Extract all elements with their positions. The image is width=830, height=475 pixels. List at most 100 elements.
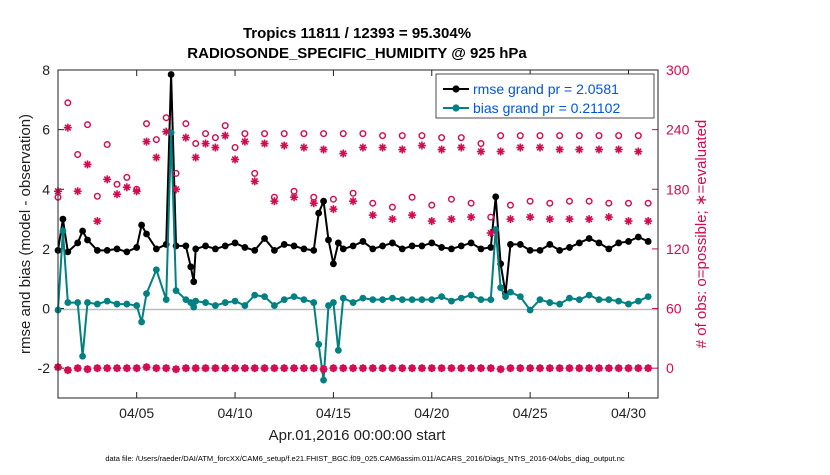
legend-box	[435, 73, 655, 119]
obs_lower_row-point	[604, 364, 613, 373]
y-right-tick-label: 240	[666, 122, 690, 138]
obs_lower_row-point	[545, 364, 554, 373]
y-left-tick-label: 8	[42, 62, 50, 78]
obs_evaluated-point	[585, 215, 594, 224]
obs_possible-point	[398, 132, 406, 140]
rmse-point	[325, 236, 332, 244]
obs_possible-point	[162, 114, 170, 122]
bias-point	[270, 302, 278, 309]
obs_lower_row-point	[221, 364, 230, 373]
obs_lower_row-point	[644, 364, 653, 373]
rmse-point	[290, 242, 298, 250]
bias-point	[143, 290, 150, 298]
rmse-point	[152, 245, 160, 253]
rmse-point	[241, 244, 249, 251]
bias-point	[84, 299, 91, 306]
obs_possible-point	[615, 132, 623, 140]
obs_evaluated-point	[476, 147, 485, 156]
rmse-point	[123, 248, 131, 256]
obs_evaluated-point	[103, 175, 112, 184]
y-left-tick-label: -2	[38, 360, 51, 376]
obs_evaluated-point	[417, 141, 426, 150]
obs_evaluated-point	[575, 145, 584, 154]
obs_lower_row-point	[506, 364, 515, 373]
bias-point	[398, 296, 406, 303]
rmse-point	[93, 247, 101, 254]
obs_lower_row-point	[152, 364, 161, 373]
rmse-point	[379, 242, 386, 250]
bias-point	[221, 299, 229, 306]
obs_possible-point	[231, 144, 239, 152]
bias-point	[59, 227, 67, 235]
rmse-point	[566, 244, 573, 251]
bias-point	[418, 296, 426, 303]
rmse-point	[84, 236, 91, 244]
obs_lower_row-point	[260, 364, 269, 373]
obs_evaluated-point	[486, 229, 495, 238]
obs_evaluated-point	[260, 139, 269, 148]
rmse-point	[448, 245, 455, 253]
obs_evaluated-point	[427, 217, 436, 226]
obs_evaluated-point	[437, 145, 446, 154]
bias-point	[369, 296, 377, 303]
obs_lower_row-point	[358, 364, 367, 373]
bias-point	[300, 296, 308, 303]
rmse-point	[359, 238, 367, 245]
rmse-point	[516, 241, 524, 248]
obs_lower_row-point	[585, 364, 594, 373]
obs_possible-point	[536, 132, 544, 140]
legend-bias-label: bias grand pr = 0.21102	[473, 100, 620, 116]
obs_lower_row-point	[339, 364, 348, 373]
rmse-point	[261, 235, 268, 242]
obs_lower_row-point	[172, 365, 181, 374]
obs_possible-point	[447, 195, 455, 203]
bias-point	[64, 299, 72, 306]
obs_evaluated-point	[113, 190, 122, 199]
obs_lower_row-point	[427, 364, 436, 373]
obs_possible-point	[241, 130, 249, 138]
bias-point	[192, 297, 200, 305]
rmse-point	[339, 245, 347, 253]
obs_evaluated-point	[83, 160, 92, 169]
obs_possible-point	[251, 169, 259, 177]
bias-point	[152, 266, 160, 274]
obs_evaluated-point	[132, 187, 141, 196]
bias-point	[325, 302, 332, 309]
obs_lower_row-point	[417, 364, 426, 373]
obs_possible-point	[477, 140, 485, 148]
obs_lower_row-point	[516, 364, 525, 373]
obs_possible-point	[320, 130, 328, 138]
obs_lower_row-point	[437, 364, 446, 373]
rmse-point	[74, 239, 82, 247]
x-tick-label: 04/25	[513, 405, 548, 421]
bias-point	[428, 296, 436, 303]
legend-rmse-marker	[452, 85, 460, 93]
bias-point	[408, 296, 416, 303]
obs_evaluated-point	[565, 215, 574, 224]
bias-point	[113, 300, 121, 308]
rmse-point	[369, 245, 377, 253]
rmse-point	[59, 215, 67, 223]
obs_possible-point	[93, 192, 101, 200]
obs_possible-point	[408, 193, 416, 201]
obs_lower_row-point	[299, 364, 308, 373]
obs_possible-point	[575, 132, 583, 140]
obs_lower_row-point	[555, 364, 564, 373]
rmse-point	[103, 247, 111, 254]
obs_possible-point	[605, 199, 613, 207]
obs_evaluated-point	[309, 199, 318, 208]
obs_lower_row-point	[73, 364, 82, 373]
x-tick-label: 04/30	[611, 405, 646, 421]
obs_lower_row-point	[142, 363, 151, 372]
y-left-tick-label: 0	[42, 301, 50, 317]
obs_evaluated-point	[506, 215, 515, 224]
obs_evaluated-point	[231, 155, 240, 164]
obs_evaluated-point	[270, 197, 279, 206]
bias-point	[172, 287, 180, 295]
obs_evaluated-point	[545, 215, 554, 224]
plot-frame	[57, 69, 659, 399]
obs_evaluated-point	[211, 143, 220, 152]
obs_lower_row-point	[526, 364, 535, 373]
obs_evaluated-point	[457, 143, 466, 152]
